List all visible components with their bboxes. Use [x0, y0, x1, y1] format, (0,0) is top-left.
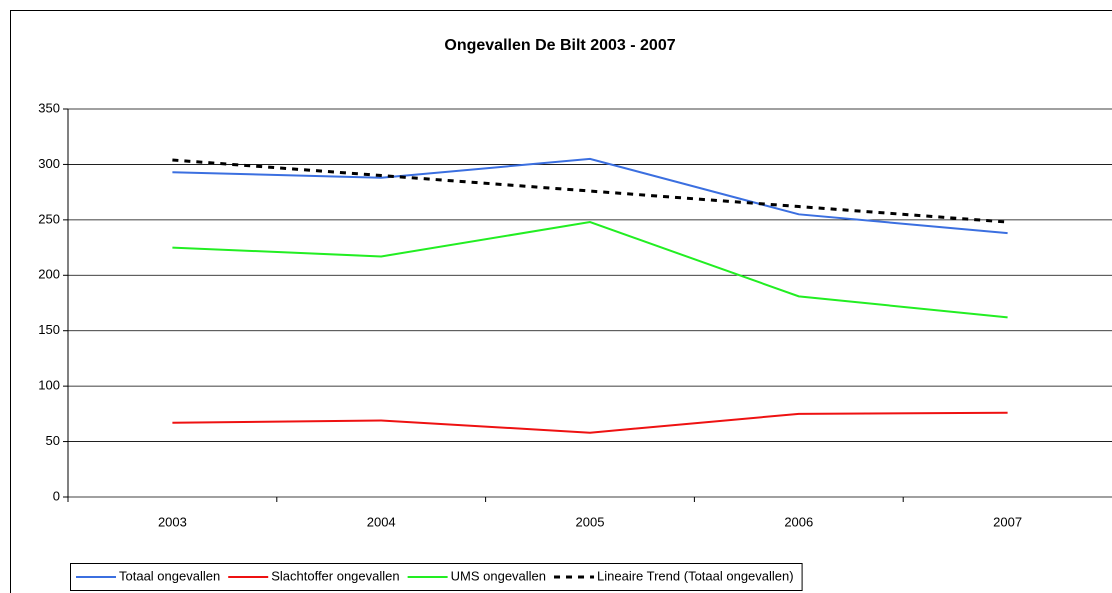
y-tick-label: 350 [38, 100, 60, 115]
legend-label: Slachtoffer ongevallen [271, 568, 399, 583]
series-line [172, 221, 1008, 319]
x-tick-label: 2004 [367, 514, 396, 529]
y-tick-label: 250 [38, 211, 60, 226]
legend-label: Totaal ongevallen [119, 568, 220, 583]
y-tick-label: 200 [38, 267, 60, 282]
x-tick-label: 2003 [158, 514, 187, 529]
x-tick-label: 2006 [784, 514, 813, 529]
series-line [172, 411, 1008, 434]
y-tick-label: 50 [46, 433, 60, 448]
chart-title: Ongevallen De Bilt 2003 - 2007 [444, 37, 675, 54]
y-tick-label: 300 [38, 156, 60, 171]
legend-label: UMS ongevallen [451, 568, 546, 583]
legend-label: Lineaire Trend (Totaal ongevallen) [597, 568, 794, 583]
x-tick-label: 2005 [576, 514, 605, 529]
series-line [172, 158, 1008, 224]
y-tick-label: 0 [53, 488, 60, 503]
chart-frame [10, 10, 1112, 593]
y-tick-label: 100 [38, 378, 60, 393]
series-line [172, 157, 1008, 235]
y-tick-label: 150 [38, 322, 60, 337]
x-tick-label: 2007 [993, 514, 1022, 529]
